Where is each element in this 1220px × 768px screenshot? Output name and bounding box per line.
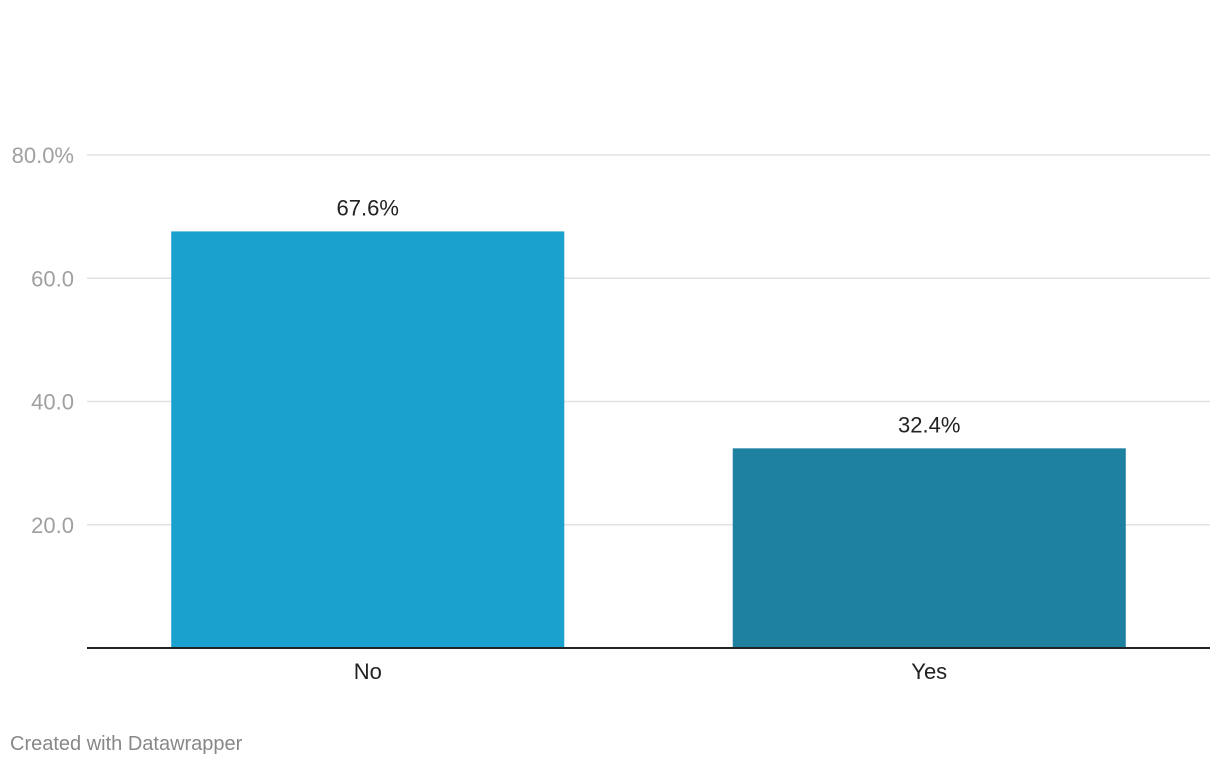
y-tick-label: 60.0 (31, 266, 74, 291)
value-label-yes: 32.4% (898, 412, 960, 437)
bar-no (171, 231, 565, 649)
y-tick-label: 80.0% (12, 143, 74, 168)
y-tick-label: 20.0 (31, 513, 74, 538)
y-tick-label: 40.0 (31, 390, 74, 415)
category-label-yes: Yes (911, 659, 947, 684)
category-label-no: No (354, 659, 382, 684)
value-labels: 67.6% 32.4% (337, 195, 961, 437)
footer-credit: Created with Datawrapper (10, 733, 243, 755)
x-axis-categories: No Yes (354, 659, 948, 684)
bars (171, 231, 1126, 649)
value-label-no: 67.6% (337, 195, 399, 220)
bar-yes (732, 448, 1126, 648)
y-axis-ticks: 20.0 40.0 60.0 80.0% (12, 143, 74, 538)
